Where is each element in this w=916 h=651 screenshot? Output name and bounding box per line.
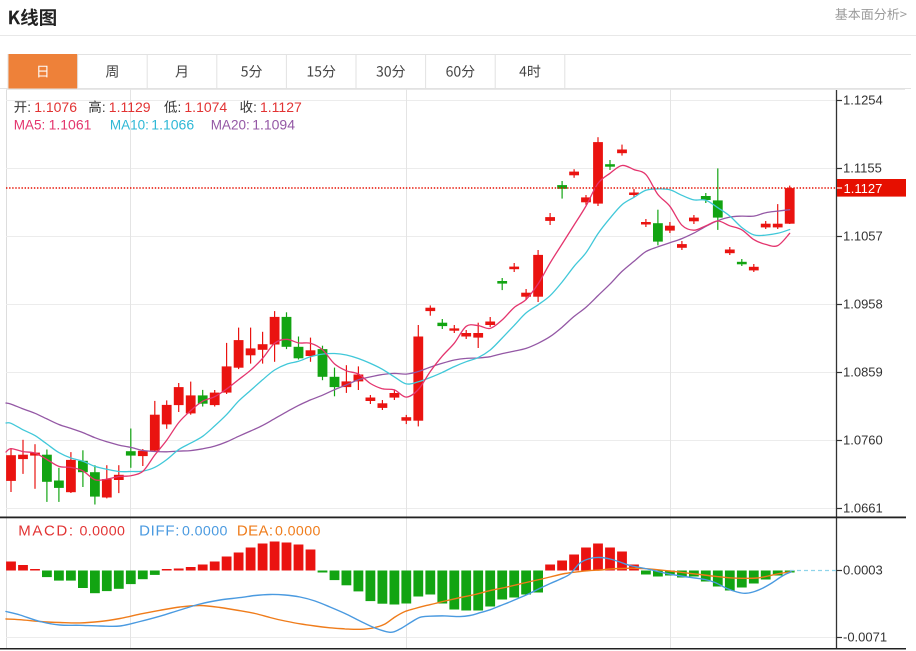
svg-text:1.1076: 1.1076 [34,99,77,115]
svg-text:1.0760: 1.0760 [843,433,883,448]
svg-text:1.1094: 1.1094 [252,117,295,133]
svg-text:1.1061: 1.1061 [49,117,92,133]
svg-text:1.0859: 1.0859 [843,365,883,380]
svg-text:MACD:: MACD: [18,523,74,540]
svg-text:1.0661: 1.0661 [843,501,883,516]
svg-text:1.1074: 1.1074 [184,99,227,115]
svg-text:MA10:: MA10: [110,118,149,133]
svg-text:MA20:: MA20: [211,118,250,133]
svg-text:1.0958: 1.0958 [843,297,883,312]
svg-text:1.1254: 1.1254 [843,93,883,108]
svg-text:1.1155: 1.1155 [843,161,882,176]
svg-text:0.0003: 0.0003 [843,563,883,578]
svg-text:DEA:: DEA: [237,523,274,540]
svg-text:0.0000: 0.0000 [80,524,126,540]
svg-text:1.1127: 1.1127 [844,181,883,196]
svg-text:1.1129: 1.1129 [109,99,151,115]
svg-text::: : [178,100,182,115]
svg-text:-0.0071: -0.0071 [843,630,887,645]
svg-text::: : [253,100,257,115]
svg-text:1.1127: 1.1127 [260,99,302,115]
svg-text::: : [27,100,31,115]
svg-text:0.0000: 0.0000 [275,524,321,540]
svg-text:0.0000: 0.0000 [182,524,228,540]
svg-text:1.1066: 1.1066 [151,117,194,133]
svg-text:DIFF:: DIFF: [139,523,180,540]
svg-text:1.1057: 1.1057 [843,229,883,244]
svg-text:MA5:: MA5: [14,118,46,133]
svg-text::: : [102,100,106,115]
